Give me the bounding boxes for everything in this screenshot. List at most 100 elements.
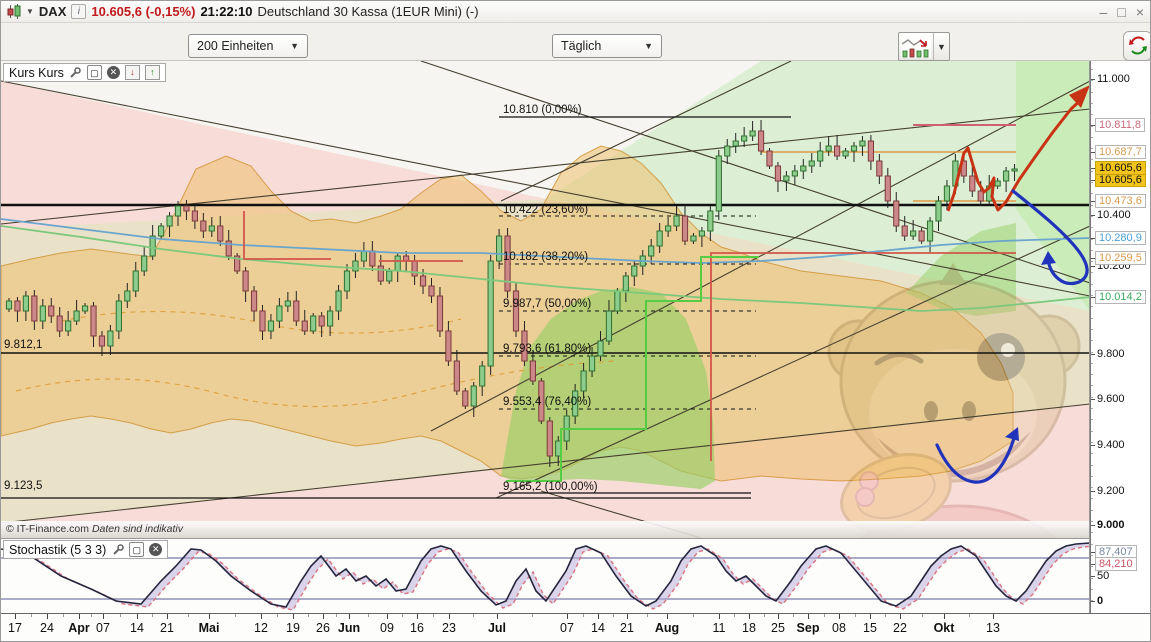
copyright-source: © IT-Finance.com <box>6 523 90 535</box>
wrench-icon[interactable] <box>69 66 82 79</box>
window-controls: – □ × <box>1100 5 1144 19</box>
axis-minor-tick <box>1091 351 1093 353</box>
arrow-up-icon[interactable]: ↑ <box>144 65 160 80</box>
refresh-icon <box>1128 36 1147 55</box>
x-axis-label: 21 <box>160 621 174 635</box>
axis-minor-tick <box>402 614 403 617</box>
axis-minor-tick <box>1091 532 1093 534</box>
x-axis-label: 15 <box>863 621 877 635</box>
y-axis-label: 9.000 <box>1097 519 1125 531</box>
x-axis-label: 16 <box>410 621 424 635</box>
price-axis[interactable]: 11.000 10.811,8 10.687,7 10.605,6 10.605,6 10… <box>1090 61 1150 613</box>
axis-minor-tick <box>734 614 735 617</box>
axis-minor-tick <box>1091 272 1093 274</box>
axis-minor-tick <box>693 614 694 617</box>
axis-tick <box>261 614 262 619</box>
axis-minor-tick <box>1091 408 1093 409</box>
copyright-disclaimer: Daten sind indikativ <box>91 523 183 535</box>
axis-minor-tick <box>647 614 648 617</box>
stochastic-panel-title: Stochastik (5 3 3) <box>9 542 107 557</box>
minimize-button[interactable]: – <box>1099 3 1108 20</box>
fib-label: 9.165,2 (100,00%) <box>503 481 598 493</box>
axis-tick <box>349 614 350 619</box>
candlestick-icon <box>7 4 21 19</box>
wrench-icon[interactable] <box>111 543 124 556</box>
axis-minor-tick <box>1091 577 1093 579</box>
axis-tick <box>209 614 210 619</box>
x-axis-label: Okt <box>933 621 955 635</box>
y-axis-label: 0 <box>1097 595 1104 607</box>
timeframe-dropdown[interactable]: Täglich ▼ <box>552 34 662 58</box>
x-axis-label: 13 <box>986 621 1000 635</box>
close-button[interactable]: × <box>1135 3 1144 20</box>
chevron-down-icon: ▼ <box>933 33 949 60</box>
axis-minor-tick <box>823 614 825 617</box>
axis-minor-tick <box>1091 317 1093 319</box>
axis-tick <box>15 614 16 619</box>
stochastic-canvas[interactable] <box>1 538 1090 613</box>
axis-minor-tick <box>1091 80 1093 82</box>
info-icon[interactable]: i <box>71 4 87 19</box>
window-icon[interactable]: ▢ <box>129 542 145 557</box>
axis-tick <box>137 614 138 619</box>
y-axis-label: 10.400 <box>1097 209 1131 221</box>
y-axis-label: 9.600 <box>1097 393 1125 405</box>
axis-minor-tick <box>31 614 32 617</box>
x-axis-label: 23 <box>442 621 456 635</box>
axis-minor-tick <box>1091 249 1093 251</box>
axis-minor-tick <box>1091 543 1093 545</box>
y-axis-label: 10.605,6 <box>1095 161 1146 175</box>
x-axis-label: 19 <box>286 621 300 635</box>
refresh-button[interactable] <box>1123 31 1150 61</box>
arrow-down-icon[interactable]: ↓ <box>124 65 140 80</box>
axis-minor-tick <box>188 614 189 617</box>
axis-minor-tick <box>1091 419 1093 421</box>
y-axis-label: 9.200 <box>1097 485 1125 497</box>
axis-tick <box>417 614 418 619</box>
axis-tick <box>1091 491 1095 492</box>
axis-minor-tick <box>1091 102 1093 104</box>
window-icon[interactable]: ▢ <box>86 65 102 80</box>
axis-minor-tick <box>1091 114 1093 116</box>
price-chart-canvas[interactable]: 10.810 (0,00%) 10.422 (23,60%) 10.182 (38,… <box>1 61 1090 538</box>
fib-label: 9.553,4 (76,40%) <box>503 396 591 408</box>
axis-minor-tick <box>63 614 64 617</box>
axis-tick <box>839 614 840 619</box>
chevron-down-icon: ▼ <box>290 41 299 51</box>
axis-tick <box>993 614 994 619</box>
x-axis-label: Jul <box>487 621 507 635</box>
chevron-down-icon[interactable]: ▼ <box>26 7 34 16</box>
axis-minor-tick <box>532 614 533 617</box>
axis-tick <box>1091 266 1095 267</box>
axis-minor-tick <box>1091 193 1093 195</box>
axis-minor-tick <box>336 614 337 617</box>
axis-tick <box>1091 125 1095 126</box>
axis-minor-tick <box>582 614 584 617</box>
axis-tick <box>598 614 599 619</box>
axis-minor-tick <box>1091 159 1093 161</box>
axis-minor-tick <box>854 614 856 617</box>
axis-tick <box>1091 354 1095 355</box>
y-axis-label: 10.811,8 <box>1095 118 1146 132</box>
x-axis-label: 11 <box>712 621 726 635</box>
axis-tick <box>79 614 80 619</box>
close-icon[interactable]: ✕ <box>149 543 163 556</box>
left-price-label: 9.812,1 <box>4 339 42 351</box>
axis-tick <box>323 614 324 619</box>
chart-type-button[interactable]: ▼ <box>898 32 950 61</box>
axis-minor-tick <box>1091 283 1093 285</box>
axis-minor-tick <box>1091 396 1093 398</box>
fib-label: 10.810 (0,00%) <box>503 104 582 116</box>
axis-tick <box>167 614 168 619</box>
stochastic-plot <box>1 542 1090 611</box>
y-axis-label: 9.400 <box>1097 439 1125 451</box>
units-dropdown[interactable]: 200 Einheiten ▼ <box>188 34 308 58</box>
axis-minor-tick <box>120 614 121 617</box>
axis-minor-tick <box>1091 148 1093 150</box>
axis-tick <box>1091 552 1095 553</box>
timeframe-dropdown-value: Täglich <box>561 39 602 53</box>
close-icon[interactable]: ✕ <box>106 66 120 79</box>
axis-tick <box>808 614 809 619</box>
time-axis[interactable]: 17 24 Apr 07 14 21 Mai 12 19 26 Jun 09 16 23 Jul 07 14 21… <box>1 613 1150 641</box>
maximize-button[interactable]: □ <box>1117 3 1126 20</box>
